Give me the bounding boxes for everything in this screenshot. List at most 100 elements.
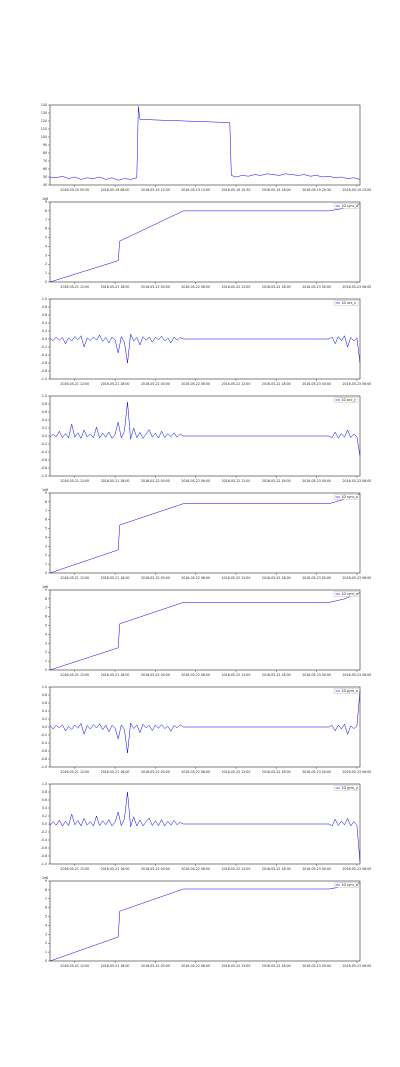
x-tick-label: 2016-05-19 23:00: [343, 188, 372, 192]
x-tick-label: 2016-05-23 06:00: [343, 285, 372, 289]
chart-panel: 0 1 2 3 4 5 6 7 8 9 2016-05-21 12:00 2016-05-21 18:…: [42, 585, 371, 677]
x-tick-label: 2016-05-22 12:00: [222, 770, 251, 774]
y-tick-label: 0.6: [42, 798, 47, 802]
series-line: [49, 690, 361, 754]
x-tick-label: 2016-05-22 06:00: [181, 964, 210, 968]
y-tick-label: 4: [45, 244, 47, 248]
plot-frame: [49, 298, 361, 380]
y-tick-label: 0.4: [42, 806, 47, 810]
y-tick-label: 1: [45, 271, 47, 275]
y-tick-label: 0.8: [42, 693, 47, 697]
legend-label: 1D gyro_y: [342, 786, 358, 790]
x-tick-label: 2016-05-23 00:00: [302, 382, 331, 386]
offset-text: 1e6: [42, 197, 48, 201]
x-tick-label: 2016-05-22 18:00: [262, 382, 291, 386]
y-tick-label: -0.8: [41, 466, 47, 470]
y-tick-label: -1.0: [41, 377, 47, 381]
x-tick-label: 2016-05-23 06:00: [343, 867, 372, 871]
y-tick-label: -0.8: [41, 369, 47, 373]
y-tick-label: 0.8: [42, 790, 47, 794]
y-tick-label: -1.0: [41, 474, 47, 478]
y-tick-label: 5: [45, 236, 47, 240]
legend-box: [333, 494, 359, 500]
x-tick-label: 2016-05-21 12:00: [60, 285, 89, 289]
y-tick-label: 0.0: [42, 725, 47, 729]
legend-label: 1D acc_x: [342, 301, 357, 305]
y-tick-label: 0.0: [42, 822, 47, 826]
y-tick-label: 0.4: [42, 709, 47, 713]
x-tick-label: 2016-05-21 12:00: [60, 479, 89, 483]
y-tick-label: 0.6: [42, 701, 47, 705]
y-tick-label: -0.6: [41, 361, 47, 365]
legend-box: [333, 203, 359, 209]
y-tick-label: 9: [45, 491, 47, 495]
y-tick-label: 0: [45, 959, 47, 963]
x-tick-label: 2016-05-21 18:00: [101, 382, 130, 386]
y-tick-label: -0.2: [41, 345, 47, 349]
y-tick-label: 0.0: [42, 337, 47, 341]
legend-box: [333, 785, 359, 791]
x-tick-label: 2016-05-23 06:00: [343, 479, 372, 483]
x-tick-label: 2016-05-19 10:30: [141, 188, 170, 192]
y-tick-label: 6: [45, 615, 47, 619]
series-line: [49, 203, 361, 283]
y-tick-label: 90: [43, 143, 47, 147]
x-tick-label: 2016-05-22 12:00: [222, 382, 251, 386]
legend-box: [333, 688, 359, 694]
y-tick-label: 2: [45, 553, 47, 557]
y-tick-label: 0.8: [42, 402, 47, 406]
legend-box: [333, 397, 359, 403]
x-tick-label: 2016-05-22 06:00: [181, 382, 210, 386]
y-tick-label: -0.4: [41, 450, 47, 454]
y-tick-label: 0: [45, 668, 47, 672]
x-tick-label: 2016-05-22 18:00: [262, 285, 291, 289]
y-tick-label: 0.4: [42, 418, 47, 422]
y-tick-label: 0.6: [42, 313, 47, 317]
y-tick-label: 7: [45, 897, 47, 901]
x-tick-label: 2016-05-23 00:00: [302, 964, 331, 968]
y-tick-label: 0.4: [42, 321, 47, 325]
series-line: [49, 493, 361, 574]
y-tick-label: 7: [45, 509, 47, 513]
y-tick-label: 1.0: [42, 782, 47, 786]
y-tick-label: 3: [45, 641, 47, 645]
y-tick-label: -0.2: [41, 442, 47, 446]
x-tick-label: 2016-05-21 12:00: [60, 964, 89, 968]
x-tick-label: 2016-05-22 00:00: [141, 867, 170, 871]
y-tick-label: -0.4: [41, 741, 47, 745]
y-tick-label: 9: [45, 200, 47, 204]
x-tick-label: 2016-05-21 12:00: [60, 673, 89, 677]
y-tick-label: -1.0: [41, 765, 47, 769]
x-tick-label: 2016-05-21 18:00: [101, 964, 130, 968]
y-tick-label: 0.8: [42, 305, 47, 309]
x-tick-label: 2016-05-21 18:00: [101, 479, 130, 483]
x-tick-label: 2016-05-22 06:00: [181, 770, 210, 774]
x-tick-label: 2016-05-22 18:00: [262, 964, 291, 968]
x-tick-label: 2016-05-21 18:00: [101, 673, 130, 677]
chart-panel: -1.0 -0.8 -0.6 -0.4 -0.2 0.0 0.2 0.4 0.6 0.8 1.0 20…: [41, 782, 372, 871]
y-tick-label: 110: [41, 127, 47, 131]
y-tick-label: 2: [45, 262, 47, 266]
x-tick-label: 2016-05-22 18:00: [262, 576, 291, 580]
x-tick-label: 2016-05-23 06:00: [343, 382, 372, 386]
x-tick-label: 2016-05-23 00:00: [302, 770, 331, 774]
x-tick-label: 2016-05-22 18:00: [262, 867, 291, 871]
x-tick-label: 2016-05-22 06:00: [181, 479, 210, 483]
x-tick-label: 2016-05-19 08:00: [101, 188, 130, 192]
y-tick-label: 2: [45, 941, 47, 945]
x-tick-label: 2016-05-19 13:00: [181, 188, 210, 192]
legend-box: [333, 591, 359, 597]
x-tick-label: 2016-05-19 20:30: [302, 188, 331, 192]
y-tick-label: 9: [45, 879, 47, 883]
y-tick-label: 70: [43, 159, 47, 163]
y-tick-label: 4: [45, 632, 47, 636]
x-tick-label: 2016-05-22 12:00: [222, 867, 251, 871]
x-tick-label: 2016-05-21 12:00: [60, 867, 89, 871]
x-tick-label: 2016-05-22 18:00: [262, 479, 291, 483]
x-tick-label: 2016-05-23 06:00: [343, 964, 372, 968]
chart-panel: -1.0 -0.8 -0.6 -0.4 -0.2 0.0 0.2 0.4 0.6 0.8 1.0 20…: [41, 394, 372, 483]
y-tick-label: 5: [45, 527, 47, 531]
y-tick-label: 0.2: [42, 717, 47, 721]
y-tick-label: 100: [41, 135, 47, 139]
chart-panel: 0 1 2 3 4 5 6 7 8 9 2016-05-21 12:00 2016-05-21 18:…: [42, 197, 371, 289]
